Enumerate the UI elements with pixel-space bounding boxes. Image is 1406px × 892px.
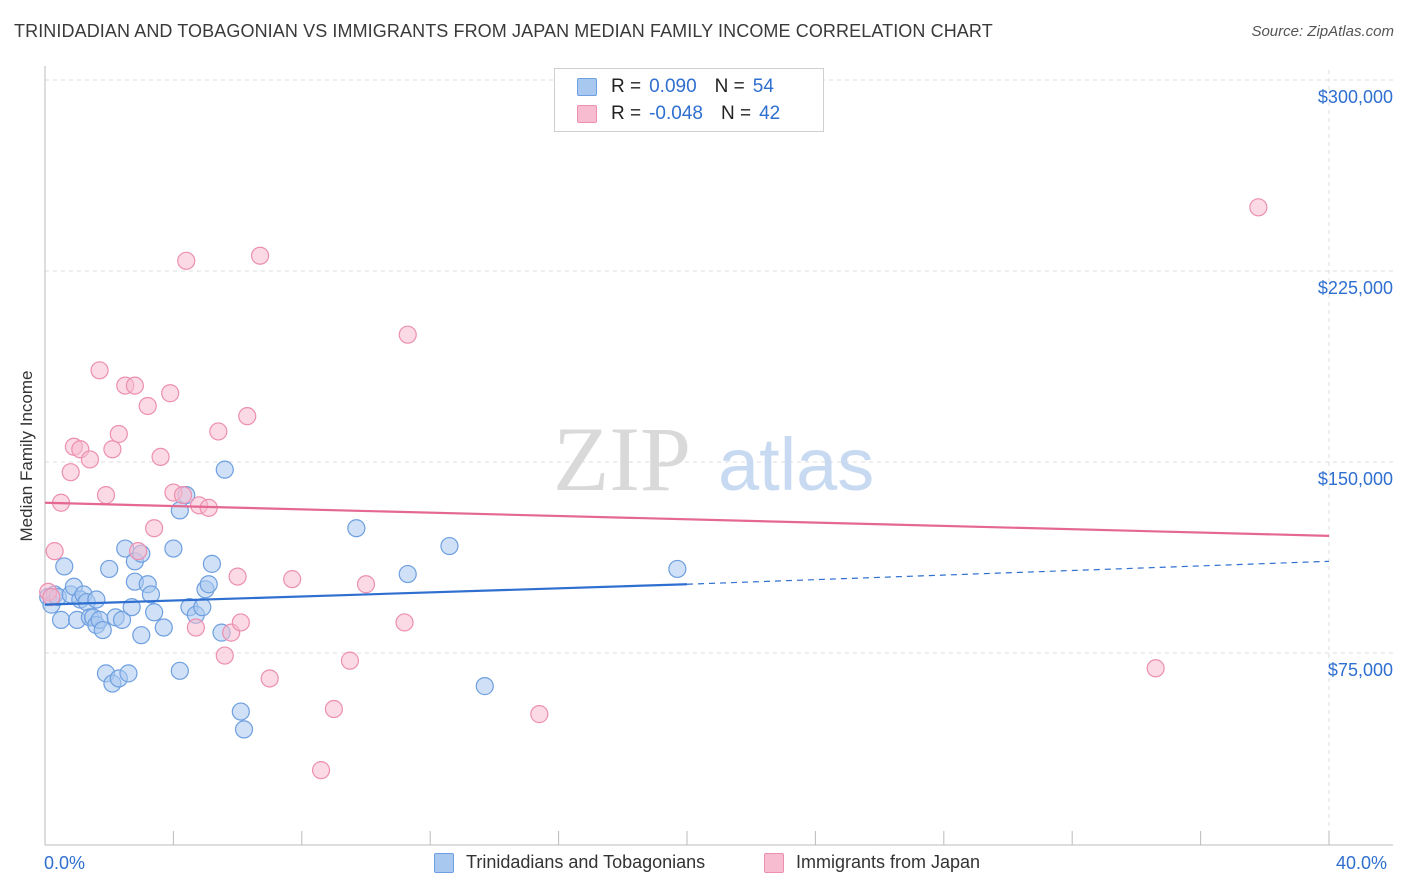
legend-n-label: N =: [720, 103, 752, 124]
source-label: Source: ZipAtlas.com: [1251, 23, 1394, 40]
point-trinidadian: [55, 557, 74, 576]
point-japan: [215, 646, 234, 665]
watermark: ZIP atlas: [553, 408, 874, 510]
point-trinidadian: [202, 554, 222, 573]
point-japan: [228, 567, 247, 586]
point-japan: [96, 486, 116, 505]
point-trinidadian: [154, 618, 173, 637]
legend-n-label: N =: [714, 76, 745, 97]
point-trinidadian: [199, 575, 218, 594]
point-japan: [151, 447, 170, 467]
legend-swatch-pink: [577, 105, 597, 123]
point-trinidadian: [164, 539, 183, 558]
point-trinidadian: [119, 664, 138, 683]
point-trinidadian: [231, 702, 250, 721]
point-japan: [145, 519, 164, 538]
y-tick-label: $300,000: [1318, 87, 1393, 107]
point-japan: [125, 376, 144, 395]
legend-item-japan: Immigrants from Japan: [764, 852, 980, 873]
point-japan: [1146, 659, 1165, 678]
point-japan: [128, 542, 148, 561]
point-trinidadian: [51, 610, 71, 629]
point-japan: [109, 424, 128, 444]
point-japan: [138, 396, 157, 416]
watermark-atlas: atlas: [718, 423, 874, 506]
point-japan: [161, 384, 180, 403]
legend-n-value: 42: [759, 103, 781, 124]
point-trinidadian: [347, 519, 366, 538]
legend-item-trinidadians: Trinidadians and Tobagonians: [434, 852, 705, 873]
point-japan: [45, 542, 64, 561]
point-japan: [340, 651, 360, 670]
point-trinidadian: [440, 536, 459, 556]
legend-r-value: -0.048: [649, 103, 703, 124]
point-japan: [398, 325, 417, 344]
point-japan: [311, 761, 331, 780]
point-trinidadian: [112, 610, 132, 629]
trend-line-trinidadian: [44, 583, 688, 606]
data-points: [39, 198, 1268, 780]
axes: [44, 66, 1393, 846]
point-japan: [209, 422, 228, 441]
series-legend: Trinidadians and Tobagonians Immigrants …: [0, 852, 1406, 876]
chart-title: TRINIDADIAN AND TOBAGONIAN VS IMMIGRANTS…: [14, 21, 993, 41]
legend-row-series2: R = -0.048 N = 42: [577, 102, 780, 126]
point-japan: [250, 246, 270, 265]
y-tick-label: $225,000: [1318, 278, 1393, 298]
trend-line-trinidadian-extrapolated: [686, 560, 1330, 585]
point-japan: [356, 575, 376, 594]
x-tick-label-max: 40.0%: [1336, 853, 1388, 873]
point-japan: [80, 450, 100, 469]
y-tick-label: $150,000: [1318, 469, 1393, 489]
point-trinidadian: [193, 598, 212, 617]
point-trinidadian: [87, 590, 106, 609]
point-japan: [103, 440, 122, 459]
point-trinidadian: [145, 603, 164, 622]
legend-r-value: 0.090: [649, 76, 697, 97]
legend-row-series1: R = 0.090 N = 54: [577, 75, 774, 99]
point-japan: [173, 486, 193, 505]
x-tick-label-min: 0.0%: [44, 853, 86, 873]
point-trinidadian: [170, 661, 189, 680]
point-trinidadian: [141, 585, 161, 604]
point-japan: [186, 618, 205, 637]
point-trinidadian: [170, 501, 189, 520]
point-trinidadian: [215, 460, 234, 479]
point-trinidadian: [100, 559, 119, 579]
point-trinidadian: [398, 564, 417, 584]
point-japan: [324, 699, 343, 719]
point-japan: [238, 407, 257, 426]
watermark-zip: ZIP: [553, 408, 691, 510]
point-japan: [177, 251, 196, 270]
legend-n-value: 54: [752, 76, 774, 97]
point-japan: [1249, 198, 1268, 217]
legend-swatch-blue: [434, 852, 454, 873]
legend-swatch-pink: [764, 852, 784, 873]
point-trinidadian: [93, 620, 112, 640]
point-trinidadian: [132, 626, 151, 645]
legend-r-label: R =: [611, 103, 642, 124]
point-japan: [90, 361, 109, 380]
trend-line-japan: [44, 501, 1330, 537]
point-japan: [283, 570, 302, 589]
y-axis-title: Median Family Income: [17, 370, 36, 541]
legend-swatch-blue: [577, 78, 597, 96]
point-japan: [260, 669, 279, 688]
point-japan: [231, 613, 250, 632]
y-axis-labels: $75,000 $150,000 $225,000 $300,000: [1318, 87, 1393, 680]
point-japan: [61, 463, 80, 482]
point-japan: [42, 587, 61, 607]
legend-label-trinidadians: Trinidadians and Tobagonians: [466, 852, 706, 872]
y-tick-label: $75,000: [1328, 660, 1393, 680]
point-trinidadian: [475, 677, 494, 696]
correlation-legend: R = 0.090 N = 54 R = -0.048 N = 42: [554, 68, 824, 132]
legend-label-japan: Immigrants from Japan: [796, 852, 981, 872]
point-trinidadian: [234, 720, 254, 739]
trend-lines: [44, 501, 1330, 606]
point-japan: [395, 613, 414, 632]
legend-r-label: R =: [611, 76, 642, 97]
point-japan: [530, 705, 549, 724]
point-trinidadian: [668, 559, 687, 579]
